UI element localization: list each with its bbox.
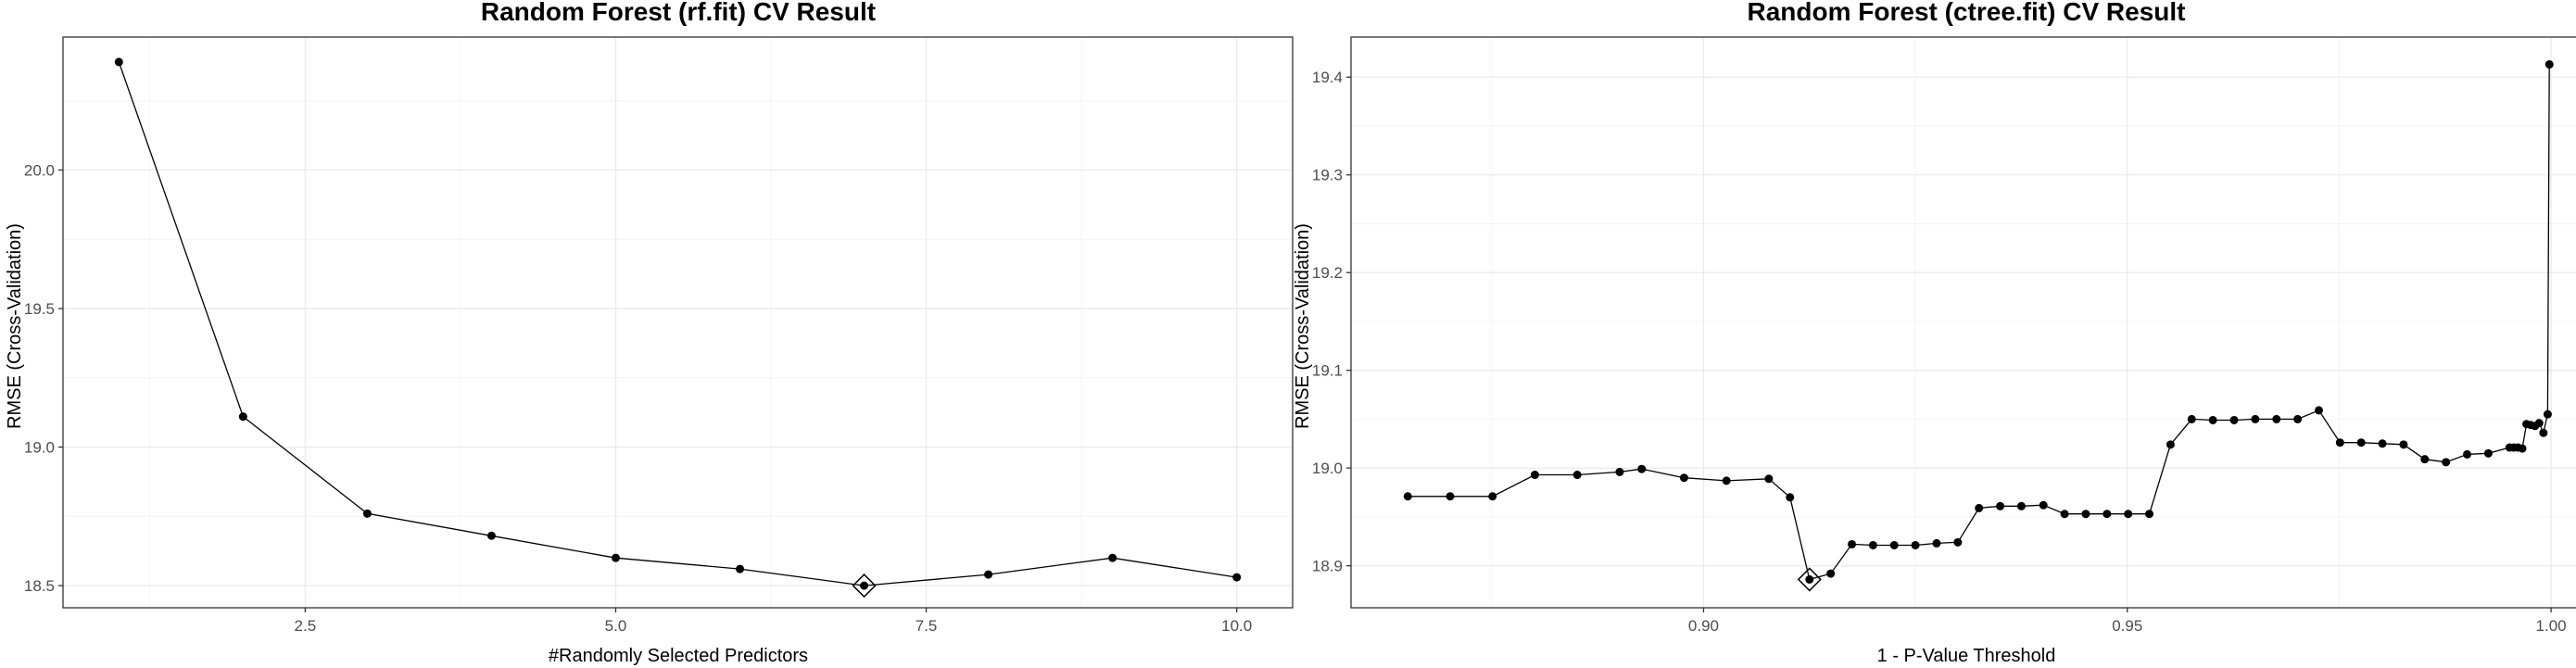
data-point <box>2483 448 2493 458</box>
best-point-marker <box>852 573 877 599</box>
data-point <box>1932 538 1941 548</box>
chart-title: Random Forest (rf.fit) CV Result <box>481 0 876 26</box>
data-point <box>1826 569 1836 578</box>
y-tick-label: 19.5 <box>24 300 55 318</box>
data-point <box>2124 510 2133 519</box>
data-point <box>2060 510 2069 519</box>
data-point <box>2145 510 2154 519</box>
data-point <box>2208 415 2217 424</box>
plot-panel-border <box>1350 36 2576 609</box>
data-point <box>2251 414 2260 423</box>
y-axis-title: RMSE (Cross-Validation) <box>1293 223 1313 429</box>
data-point <box>2016 501 2026 510</box>
data-point <box>1996 501 2005 510</box>
x-tick-label: 0.90 <box>1688 617 1719 635</box>
y-tick-label: 19.2 <box>1312 264 1343 282</box>
data-point <box>2534 419 2544 428</box>
y-tick-label: 19.4 <box>1312 69 1343 86</box>
best-point-marker <box>1797 567 1822 592</box>
data-point <box>2442 458 2451 467</box>
x-tick-label: 1.00 <box>2536 617 2567 635</box>
data-point <box>1679 473 1688 483</box>
y-tick-label: 19.1 <box>1312 362 1343 380</box>
grid <box>1351 37 2576 608</box>
data-point <box>1805 574 1814 584</box>
data-point <box>860 581 869 590</box>
data-point <box>1615 467 1624 476</box>
data-point <box>1637 464 1647 473</box>
data-point <box>1530 471 1539 480</box>
grid <box>63 37 1293 608</box>
x-axis-title: 1 - P-Value Threshold <box>1877 646 2056 666</box>
data-point <box>1403 492 1412 501</box>
data-point <box>2335 438 2344 447</box>
series-line <box>118 61 1237 586</box>
x-axis-title: #Randomly Selected Predictors <box>549 646 808 666</box>
data-point <box>1722 476 1731 485</box>
y-tick-label: 20.0 <box>24 162 55 180</box>
data-point <box>1572 471 1582 480</box>
x-tick-label: 10.0 <box>1221 617 1252 635</box>
data-point <box>2399 440 2408 449</box>
x-tick-label: 2.5 <box>295 617 317 635</box>
x-tick-label: 5.0 <box>605 617 627 635</box>
data-point <box>2229 415 2239 424</box>
chart-ctree-fit: Random Forest (ctree.fit) CV Result 1 - … <box>1293 0 2576 666</box>
data-point <box>2166 440 2175 449</box>
series-line <box>1408 64 2550 581</box>
y-tick-label: 18.9 <box>1312 558 1343 575</box>
data-point <box>1953 537 1963 547</box>
x-tick-label: 7.5 <box>915 617 938 635</box>
plot-panel-border <box>62 36 1294 609</box>
data-point <box>2102 510 2112 519</box>
chart-title: Random Forest (ctree.fit) CV Result <box>1748 0 2186 26</box>
data-point <box>1488 492 1497 501</box>
data-point <box>2314 406 2323 415</box>
y-tick-label: 19.0 <box>24 439 55 457</box>
data-point <box>238 412 247 422</box>
data-point <box>2543 410 2552 419</box>
data-point <box>2081 510 2090 519</box>
y-tick-label: 18.5 <box>24 577 55 595</box>
data-point <box>1232 573 1242 582</box>
data-point <box>2463 449 2472 459</box>
data-point <box>2272 414 2281 423</box>
data-point <box>2544 60 2554 69</box>
data-point <box>2420 455 2430 464</box>
data-point <box>1108 553 1118 562</box>
data-point <box>2187 414 2196 423</box>
data-point <box>611 553 620 562</box>
data-point <box>2293 414 2303 423</box>
data-point <box>362 509 372 518</box>
data-point <box>486 531 496 540</box>
data-point <box>2378 439 2387 448</box>
data-point <box>1975 503 1984 512</box>
data-point <box>736 564 745 573</box>
x-tick-label: 0.95 <box>2112 617 2142 635</box>
data-point <box>1764 474 1774 484</box>
chart-rf-fit: Random Forest (rf.fit) CV Result #Random… <box>5 0 1294 666</box>
y-tick-label: 19.3 <box>1312 167 1343 184</box>
y-axis-title: RMSE (Cross-Validation) <box>5 223 25 429</box>
data-point <box>114 57 123 67</box>
data-point <box>1848 539 1857 548</box>
data-point <box>1868 540 1877 549</box>
data-point <box>1889 540 1899 549</box>
data-point <box>2518 444 2527 453</box>
data-point <box>1786 493 1795 502</box>
data-point <box>2039 500 2048 510</box>
data-point <box>984 570 993 579</box>
data-point <box>1446 492 1455 501</box>
y-tick-label: 19.0 <box>1312 460 1343 477</box>
data-point <box>2356 438 2366 447</box>
data-point <box>2539 428 2548 437</box>
data-point <box>1911 540 1920 549</box>
